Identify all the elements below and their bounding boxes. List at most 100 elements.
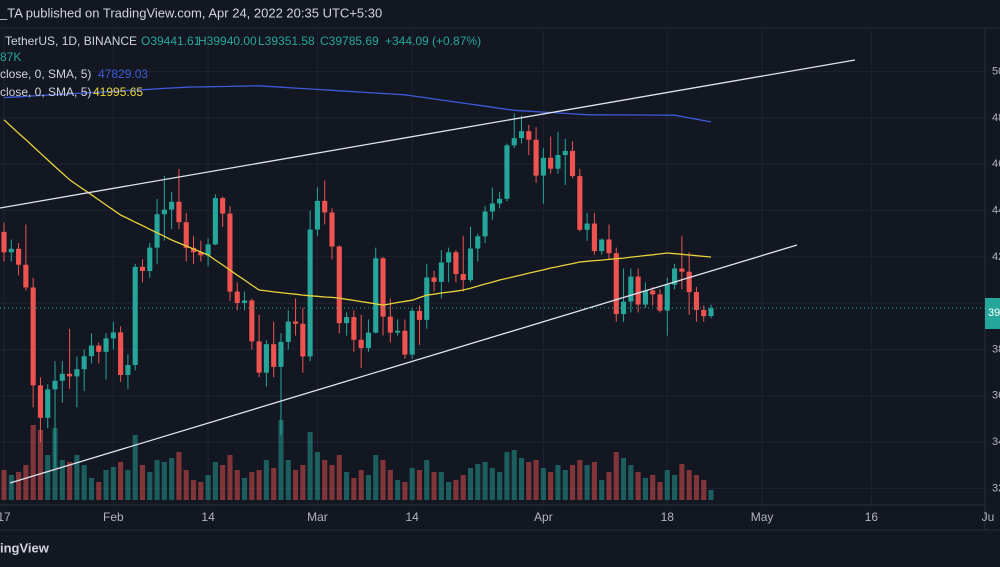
sma-legend-name: close, 0, SMA, 5) bbox=[0, 85, 91, 99]
candle-body bbox=[329, 212, 335, 247]
y-tick-label: 46000 bbox=[992, 158, 1000, 170]
candle-body bbox=[220, 198, 226, 214]
volume-bar bbox=[511, 450, 517, 500]
candle-body bbox=[511, 138, 517, 146]
candle-body bbox=[314, 200, 320, 230]
candle-body bbox=[154, 214, 160, 248]
candle-body bbox=[169, 201, 175, 210]
high: H39940.00 bbox=[198, 34, 257, 48]
y-tick-label: 44000 bbox=[992, 204, 1000, 216]
close: C39785.69 bbox=[320, 34, 379, 48]
low: L39351.58 bbox=[258, 34, 315, 48]
candle-body bbox=[628, 276, 634, 302]
volume-bar bbox=[8, 475, 14, 500]
volume-bar bbox=[657, 482, 663, 500]
candle-body bbox=[431, 277, 437, 282]
volume-bar bbox=[482, 462, 488, 500]
volume-bar bbox=[453, 480, 459, 500]
candle-body bbox=[613, 253, 619, 315]
x-tick-label: 18 bbox=[661, 510, 675, 524]
candle-body bbox=[591, 223, 597, 252]
volume-bar bbox=[431, 472, 437, 500]
candle-body bbox=[344, 317, 350, 324]
x-tick-label: 14 bbox=[201, 510, 215, 524]
candle-body bbox=[81, 356, 87, 370]
volume-bar bbox=[59, 460, 65, 500]
volume-bar bbox=[1, 470, 7, 500]
volume-bar bbox=[23, 465, 29, 500]
candle-body bbox=[45, 389, 51, 418]
candle-body bbox=[23, 264, 29, 288]
candle-body bbox=[693, 292, 699, 310]
volume-bar bbox=[424, 460, 430, 500]
candle-body bbox=[307, 229, 313, 357]
volume-bar bbox=[504, 452, 510, 500]
candle-body bbox=[548, 157, 554, 169]
price-axis: 3200034000360003800040000420004400046000… bbox=[984, 29, 1000, 530]
volume-bar bbox=[497, 472, 503, 500]
candle-body bbox=[52, 380, 58, 390]
volume-bar bbox=[103, 470, 109, 500]
volume-bar bbox=[489, 468, 495, 500]
candle-body bbox=[256, 341, 262, 373]
volume-bar bbox=[147, 472, 153, 500]
candle-body bbox=[161, 209, 167, 215]
volume-bar bbox=[555, 465, 561, 500]
candle-body bbox=[504, 145, 510, 199]
volume-bar bbox=[132, 435, 138, 500]
volume-bar bbox=[679, 464, 685, 500]
volume-bar bbox=[256, 470, 262, 500]
candle-body bbox=[8, 248, 14, 253]
volume-bar bbox=[380, 460, 386, 500]
price-label-box bbox=[985, 298, 1000, 329]
sma-legend-value: 41995.65 bbox=[93, 85, 143, 99]
volume-bar bbox=[693, 475, 699, 500]
trend-line bbox=[9, 244, 798, 484]
volume-bar bbox=[74, 455, 80, 500]
volume-bar bbox=[664, 470, 670, 500]
candle-body bbox=[518, 131, 525, 139]
candle-body bbox=[183, 222, 189, 248]
candle-body bbox=[540, 157, 546, 176]
candle-body bbox=[37, 385, 43, 418]
open: O39441.61 bbox=[141, 34, 201, 48]
volume-bar bbox=[569, 465, 576, 500]
trend-line bbox=[0, 59, 856, 209]
volume-bar bbox=[241, 478, 248, 500]
sma-legend-name: close, 0, SMA, 5) bbox=[0, 67, 91, 81]
volume-bar bbox=[67, 462, 73, 500]
candle-body bbox=[621, 301, 627, 315]
candle-body bbox=[679, 268, 685, 272]
volume-bar bbox=[635, 472, 641, 500]
candle-body bbox=[635, 276, 641, 305]
volume-bar bbox=[220, 465, 226, 500]
volume-bar bbox=[606, 472, 612, 500]
candle-body bbox=[497, 198, 503, 204]
candle-body bbox=[212, 198, 218, 245]
volume-bar bbox=[190, 480, 197, 500]
x-tick-label: May bbox=[751, 510, 774, 524]
volume-bar bbox=[110, 467, 116, 500]
x-tick-label: 14 bbox=[405, 510, 419, 524]
volume-bar bbox=[81, 465, 87, 500]
volume-bar bbox=[271, 468, 277, 500]
candle-body bbox=[103, 338, 109, 352]
volume-bar bbox=[672, 475, 678, 500]
candle-body bbox=[526, 131, 532, 140]
volume-bar bbox=[344, 472, 350, 500]
candle-body bbox=[1, 231, 7, 253]
header-bar bbox=[0, 0, 1000, 28]
volume-bar bbox=[591, 462, 597, 500]
candle-body bbox=[708, 308, 714, 317]
volume-bar bbox=[518, 458, 525, 500]
volume-bar bbox=[446, 482, 452, 500]
candle-body bbox=[322, 200, 328, 213]
candle-body bbox=[176, 201, 182, 223]
change: +344.09 (+0.87%) bbox=[385, 34, 481, 48]
candle-body bbox=[285, 321, 291, 342]
volume-bar bbox=[650, 475, 656, 500]
volume-bar bbox=[584, 465, 590, 500]
volume-bar bbox=[30, 425, 36, 500]
volume-bar bbox=[88, 478, 95, 500]
y-tick-label: 48000 bbox=[992, 112, 1000, 124]
